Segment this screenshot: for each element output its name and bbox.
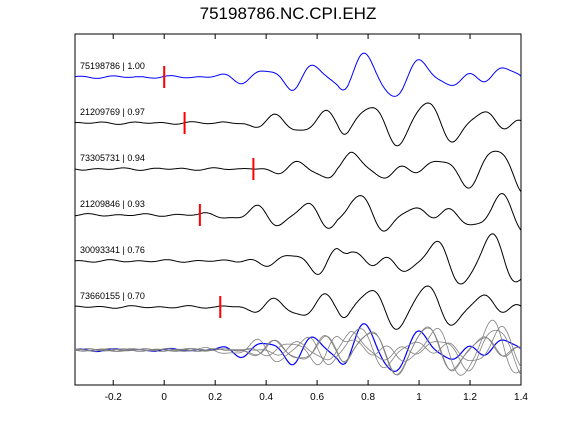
x-tick-label-5: 0.8 (361, 392, 375, 403)
plot-frame (74, 33, 522, 386)
trace-line-5 (74, 285, 522, 330)
trace-label-2: 73305731 | 0.94 (80, 153, 145, 163)
stack-trace-line-5 (75, 326, 522, 376)
x-tick-label-1: 0 (161, 392, 167, 403)
trace-label-1: 21209769 | 0.97 (80, 107, 145, 117)
x-tick-label-4: 0.6 (310, 392, 324, 403)
stack-trace-line-3 (74, 325, 522, 369)
x-tick-label-3: 0.4 (259, 392, 273, 403)
stack-trace-line-4 (74, 319, 522, 376)
trace-label-0: 75198786 | 1.00 (80, 61, 145, 71)
trace-line-2 (74, 150, 522, 193)
x-tick-label-2: 0.2 (208, 392, 222, 403)
trace-label-3: 21209846 | 0.93 (80, 199, 145, 209)
x-tick-label-7: 1.2 (463, 392, 477, 403)
chart-title: 75198786.NC.CPI.EHZ (199, 4, 377, 23)
trace-line-0 (74, 52, 522, 97)
trace-label-4: 30093341 | 0.76 (80, 245, 145, 255)
x-tick-label-0: -0.2 (105, 392, 123, 403)
x-tick-label-8: 1.4 (514, 392, 528, 403)
trace-line-3 (74, 193, 522, 232)
x-tick-label-6: 1 (416, 392, 422, 403)
stack-trace-line-0 (74, 323, 522, 373)
trace-line-4 (74, 233, 522, 285)
trace-line-1 (75, 102, 522, 147)
trace-label-5: 73660155 | 0.70 (80, 291, 145, 301)
